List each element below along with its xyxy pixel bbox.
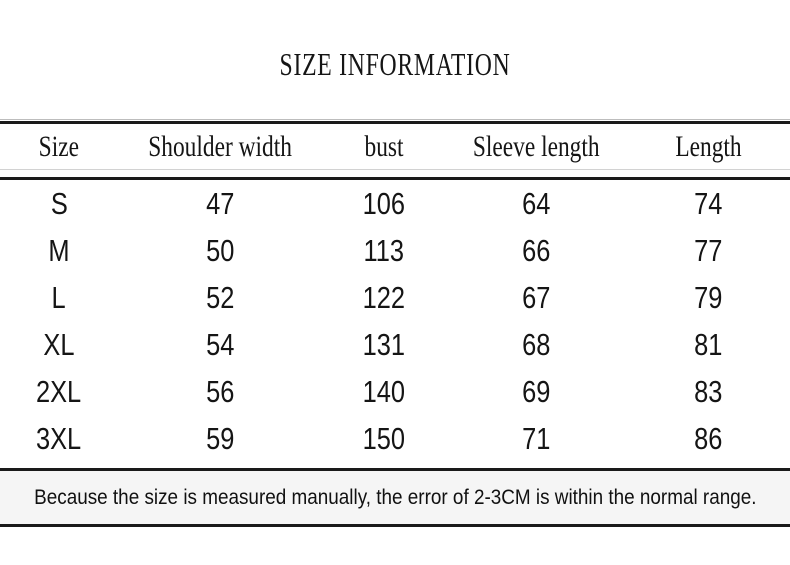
sleeve-length-cell: 68 <box>446 321 626 368</box>
table-row-m: M 50 113 66 77 <box>0 227 790 274</box>
bust-cell: 150 <box>322 415 446 462</box>
divider-header <box>0 177 790 180</box>
shoulder-width-value: 59 <box>205 420 235 456</box>
divider-top-thin <box>0 119 790 120</box>
sleeve-length-cell: 69 <box>446 368 626 415</box>
size-cell: 2XL <box>0 368 118 415</box>
size-value: 2XL <box>36 373 82 409</box>
column-header-sleeve-length-label: Sleeve length <box>472 129 600 163</box>
size-value: S <box>50 185 68 221</box>
length-cell: 83 <box>626 368 790 415</box>
shoulder-width-value: 54 <box>205 326 235 362</box>
size-cell: S <box>0 180 118 227</box>
shoulder-width-cell: 50 <box>118 227 322 274</box>
column-header-shoulder-width: Shoulder width <box>118 124 322 169</box>
size-cell: XL <box>0 321 118 368</box>
bust-cell: 131 <box>322 321 446 368</box>
bust-value: 131 <box>362 326 406 362</box>
sleeve-length-value: 67 <box>521 279 551 315</box>
length-cell: 81 <box>626 321 790 368</box>
shoulder-width-value: 50 <box>205 232 235 268</box>
shoulder-width-cell: 59 <box>118 415 322 462</box>
page-title: SIZE INFORMATION <box>0 46 790 83</box>
sleeve-length-value: 64 <box>521 185 551 221</box>
size-cell: L <box>0 274 118 321</box>
sleeve-length-cell: 67 <box>446 274 626 321</box>
divider-note-top <box>0 468 790 471</box>
bust-cell: 140 <box>322 368 446 415</box>
shoulder-width-value: 56 <box>205 373 235 409</box>
length-value: 86 <box>693 420 723 456</box>
shoulder-width-cell: 52 <box>118 274 322 321</box>
sleeve-length-cell: 64 <box>446 180 626 227</box>
bust-value: 122 <box>362 279 406 315</box>
length-value: 77 <box>693 232 723 268</box>
table-row-l: L 52 122 67 79 <box>0 274 790 321</box>
divider-note-bottom <box>0 524 790 527</box>
shoulder-width-cell: 54 <box>118 321 322 368</box>
column-header-shoulder-width-label: Shoulder width <box>148 129 292 163</box>
sleeve-length-value: 71 <box>521 420 551 456</box>
table-row-xl: XL 54 131 68 81 <box>0 321 790 368</box>
length-value: 83 <box>693 373 723 409</box>
bust-value: 140 <box>362 373 406 409</box>
column-header-length: Length <box>626 124 790 169</box>
bust-value: 150 <box>362 420 406 456</box>
shoulder-width-value: 47 <box>205 185 235 221</box>
table-row-s: S 47 106 64 74 <box>0 180 790 227</box>
table-row-2xl: 2XL 56 140 69 83 <box>0 368 790 415</box>
length-value: 74 <box>693 185 723 221</box>
size-cell: 3XL <box>0 415 118 462</box>
length-cell: 79 <box>626 274 790 321</box>
length-cell: 77 <box>626 227 790 274</box>
size-value: XL <box>43 326 75 362</box>
bust-cell: 106 <box>322 180 446 227</box>
divider-top <box>0 121 790 124</box>
bust-value: 106 <box>362 185 406 221</box>
note-text: Because the size is measured manually, t… <box>33 485 757 509</box>
length-cell: 74 <box>626 180 790 227</box>
table-header-row: Size Shoulder width bust Sleeve length L… <box>0 124 790 169</box>
bust-cell: 113 <box>322 227 446 274</box>
shoulder-width-cell: 56 <box>118 368 322 415</box>
page-title-text: SIZE INFORMATION <box>279 46 511 82</box>
size-value: M <box>48 232 70 268</box>
column-header-bust-label: bust <box>364 129 404 163</box>
column-header-size: Size <box>0 124 118 169</box>
bust-value: 113 <box>363 232 405 268</box>
table-body: S 47 106 64 74 M 50 113 66 77 L 52 122 6… <box>0 180 790 462</box>
sleeve-length-value: 69 <box>521 373 551 409</box>
length-value: 79 <box>693 279 723 315</box>
sleeve-length-value: 68 <box>521 326 551 362</box>
length-cell: 86 <box>626 415 790 462</box>
column-header-bust: bust <box>322 124 446 169</box>
length-value: 81 <box>693 326 723 362</box>
shoulder-width-value: 52 <box>205 279 235 315</box>
sleeve-length-cell: 71 <box>446 415 626 462</box>
column-header-length-label: Length <box>674 129 742 163</box>
column-header-size-label: Size <box>38 129 80 163</box>
bust-cell: 122 <box>322 274 446 321</box>
shoulder-width-cell: 47 <box>118 180 322 227</box>
sleeve-length-cell: 66 <box>446 227 626 274</box>
column-header-sleeve-length: Sleeve length <box>446 124 626 169</box>
note-band: Because the size is measured manually, t… <box>0 471 790 524</box>
divider-header-thin <box>0 169 790 170</box>
size-value: 3XL <box>36 420 82 456</box>
size-cell: M <box>0 227 118 274</box>
table-row-3xl: 3XL 59 150 71 86 <box>0 415 790 462</box>
sleeve-length-value: 66 <box>521 232 551 268</box>
size-value: L <box>51 279 67 315</box>
